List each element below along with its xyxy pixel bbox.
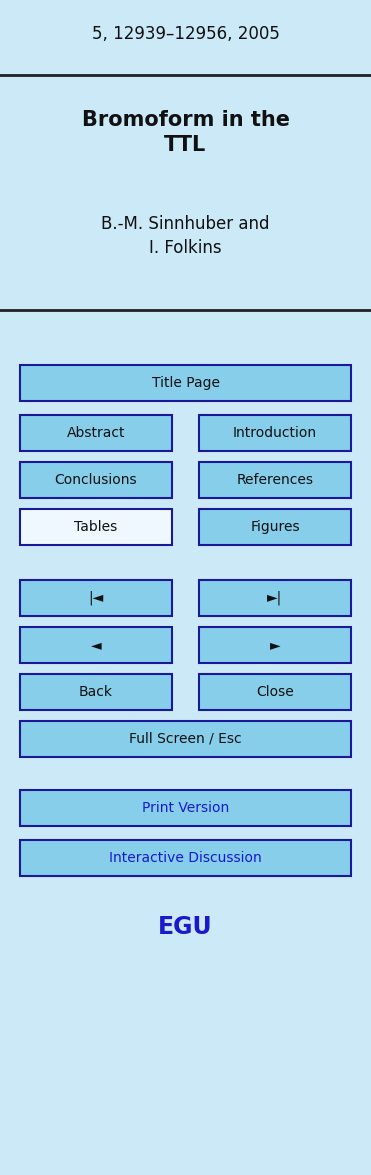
FancyBboxPatch shape xyxy=(20,840,351,877)
FancyBboxPatch shape xyxy=(20,462,172,498)
Text: Back: Back xyxy=(79,685,113,699)
Text: Interactive Discussion: Interactive Discussion xyxy=(109,851,262,865)
FancyBboxPatch shape xyxy=(20,627,172,663)
Text: ►|: ►| xyxy=(267,591,283,605)
FancyBboxPatch shape xyxy=(20,415,172,451)
Text: ◄: ◄ xyxy=(91,638,101,652)
Text: Tables: Tables xyxy=(74,521,118,533)
FancyBboxPatch shape xyxy=(199,627,351,663)
Text: Title Page: Title Page xyxy=(151,376,220,390)
Text: Introduction: Introduction xyxy=(233,427,317,439)
Text: Bromoform in the
TTL: Bromoform in the TTL xyxy=(82,110,289,155)
FancyBboxPatch shape xyxy=(20,674,172,710)
Text: Print Version: Print Version xyxy=(142,801,229,815)
FancyBboxPatch shape xyxy=(20,365,351,401)
Text: |◄: |◄ xyxy=(88,591,104,605)
FancyBboxPatch shape xyxy=(20,580,172,616)
FancyBboxPatch shape xyxy=(20,721,351,757)
Text: EGU: EGU xyxy=(158,915,213,939)
Text: Close: Close xyxy=(256,685,294,699)
FancyBboxPatch shape xyxy=(199,580,351,616)
Text: B.-M. Sinnhuber and
I. Folkins: B.-M. Sinnhuber and I. Folkins xyxy=(101,215,270,256)
FancyBboxPatch shape xyxy=(20,509,172,545)
FancyBboxPatch shape xyxy=(199,674,351,710)
Text: Conclusions: Conclusions xyxy=(55,474,137,486)
Text: References: References xyxy=(236,474,313,486)
Text: Abstract: Abstract xyxy=(67,427,125,439)
Text: 5, 12939–12956, 2005: 5, 12939–12956, 2005 xyxy=(92,25,279,43)
FancyBboxPatch shape xyxy=(20,790,351,826)
Text: Figures: Figures xyxy=(250,521,300,533)
Text: Full Screen / Esc: Full Screen / Esc xyxy=(129,732,242,746)
FancyBboxPatch shape xyxy=(199,462,351,498)
FancyBboxPatch shape xyxy=(199,415,351,451)
FancyBboxPatch shape xyxy=(199,509,351,545)
Text: ►: ► xyxy=(270,638,280,652)
